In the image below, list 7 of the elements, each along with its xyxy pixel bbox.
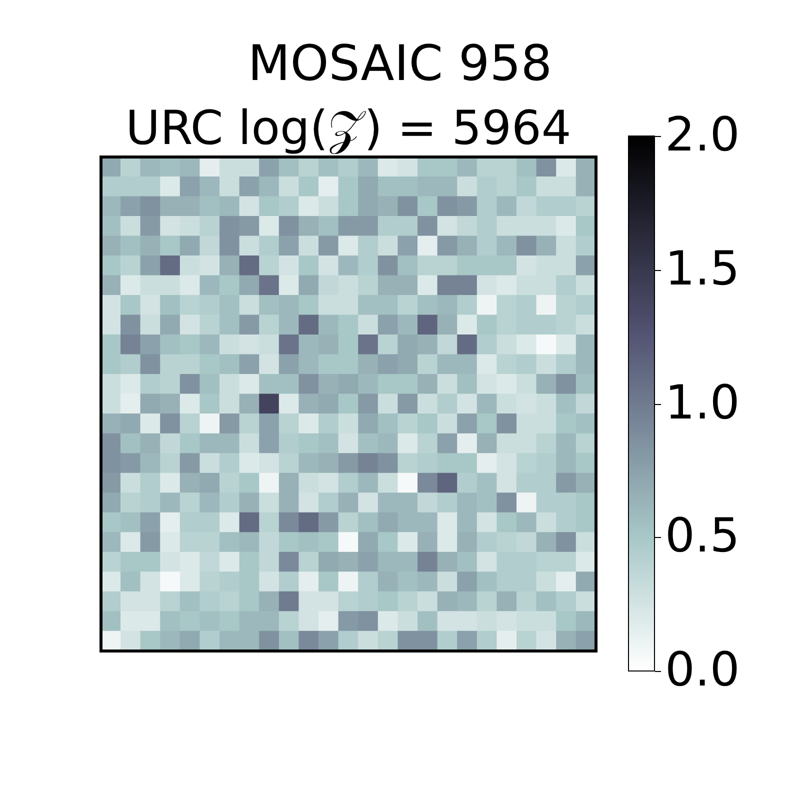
color-bar-label: 1.5 (665, 242, 740, 297)
color-bar-label: 1.0 (665, 376, 740, 431)
color-bar-label: 0.5 (665, 508, 740, 564)
color-bar-label: 0.0 (665, 642, 740, 698)
chart-title: MOSAIC 958 (248, 35, 552, 92)
chart-subtitle: URC log(𝒵) = 5964 (126, 101, 572, 156)
color-bar-label: 2.0 (665, 108, 740, 163)
